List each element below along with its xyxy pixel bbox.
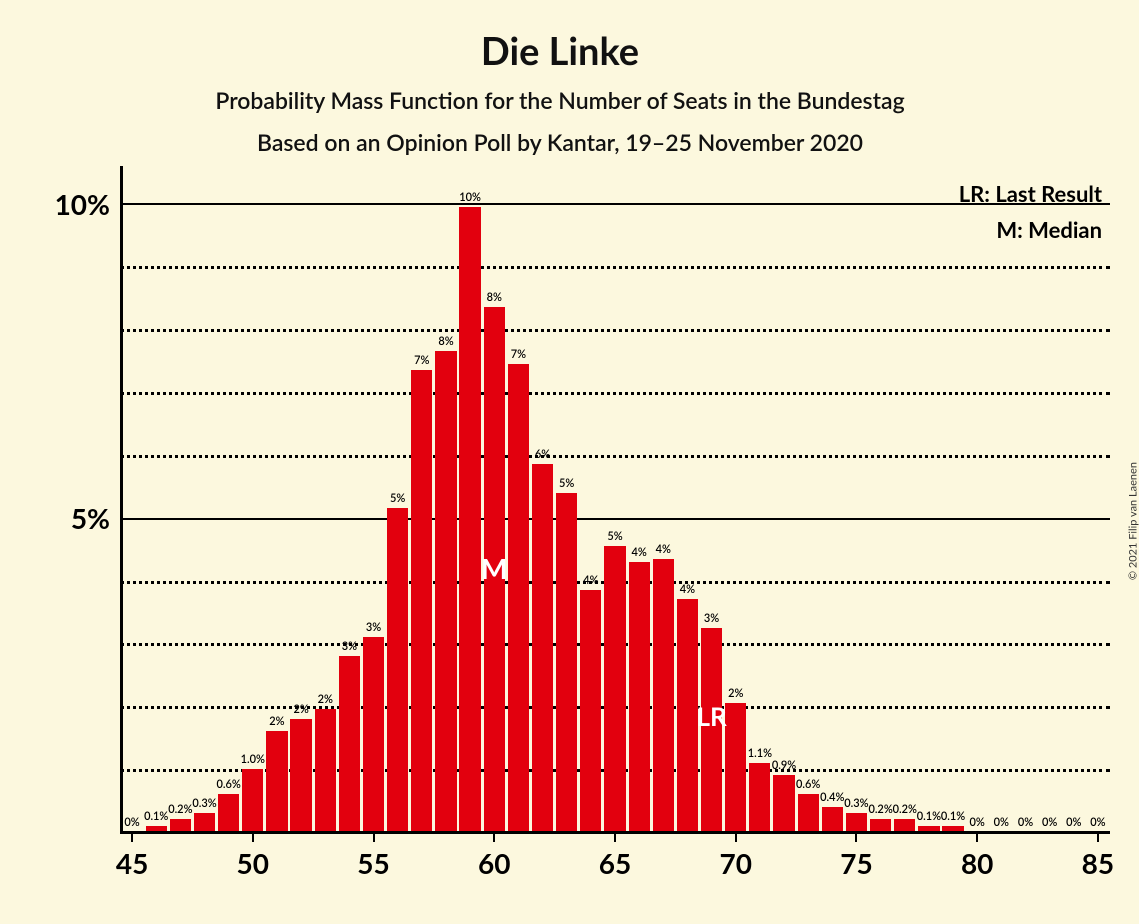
bar — [580, 590, 601, 832]
bar-value-label: 5% — [597, 530, 633, 543]
bar — [266, 731, 287, 832]
x-tick-label: 80 — [947, 846, 1007, 880]
bar-value-label: 2% — [718, 687, 754, 700]
x-tick-label: 75 — [826, 846, 886, 880]
x-tick-label: 60 — [464, 846, 524, 880]
annotation-m: M — [464, 551, 524, 585]
x-tick-label: 65 — [585, 846, 645, 880]
x-tick-label: 55 — [344, 846, 404, 880]
grid-minor — [120, 392, 1110, 395]
bar — [242, 769, 263, 832]
y-axis — [120, 166, 123, 832]
x-tick-mark — [614, 832, 616, 842]
bar — [629, 562, 650, 832]
bar — [532, 464, 553, 832]
chart-title: Die Linke — [0, 28, 1120, 74]
bar-value-label: 5% — [549, 477, 585, 490]
legend-median: M: Median — [996, 216, 1102, 243]
grid-minor — [120, 266, 1110, 269]
bar-value-label: 3% — [694, 612, 730, 625]
bar-value-label: 0.9% — [766, 759, 802, 772]
bar-value-label: 10% — [452, 191, 488, 204]
x-tick-label: 70 — [706, 846, 766, 880]
bar — [822, 807, 843, 832]
x-tick-label: 50 — [223, 846, 283, 880]
chart-container: Die Linke Probability Mass Function for … — [0, 0, 1139, 924]
x-tick-mark — [976, 832, 978, 842]
grid-minor — [120, 455, 1110, 458]
bar — [218, 794, 239, 832]
bar-value-label: 4% — [645, 543, 681, 556]
bar-value-label: 8% — [476, 291, 512, 304]
bar — [194, 813, 215, 832]
bar — [749, 763, 770, 832]
bar — [290, 719, 311, 832]
bar — [411, 370, 432, 832]
y-tick-label: 10% — [20, 187, 110, 221]
y-tick-label: 5% — [20, 501, 110, 535]
x-tick-mark — [131, 832, 133, 842]
bar — [508, 364, 529, 832]
annotation-lr: LR — [682, 700, 742, 732]
plot-area: LR: Last Result M: Median 5%10%0%0.1%0.2… — [120, 172, 1110, 832]
bar-value-label: 0.6% — [790, 778, 826, 791]
copyright-text: © 2021 Filip van Laenen — [1127, 462, 1139, 580]
bar — [604, 546, 625, 832]
bar — [653, 559, 674, 832]
bar — [556, 493, 577, 832]
x-tick-mark — [735, 832, 737, 842]
x-tick-mark — [252, 832, 254, 842]
bar-value-label: 6% — [525, 448, 561, 461]
x-tick-mark — [1097, 832, 1099, 842]
chart-subtitle-1: Probability Mass Function for the Number… — [0, 86, 1120, 114]
bar-value-label: 7% — [500, 348, 536, 361]
x-tick-mark — [373, 832, 375, 842]
grid-major — [120, 203, 1110, 205]
chart-subtitle-2: Based on an Opinion Poll by Kantar, 19–2… — [0, 128, 1120, 156]
bar — [363, 637, 384, 832]
grid-major — [120, 518, 1110, 520]
bar — [339, 656, 360, 832]
bar-value-label: 1.1% — [742, 747, 778, 760]
x-tick-label: 85 — [1068, 846, 1128, 880]
x-tick-mark — [493, 832, 495, 842]
bar — [435, 351, 456, 832]
bar — [387, 508, 408, 832]
bar-value-label: 4% — [669, 583, 705, 596]
x-tick-label: 45 — [102, 846, 162, 880]
bar-value-label: 0% — [1080, 816, 1116, 829]
x-tick-mark — [855, 832, 857, 842]
bar — [315, 709, 336, 832]
grid-minor — [120, 329, 1110, 332]
